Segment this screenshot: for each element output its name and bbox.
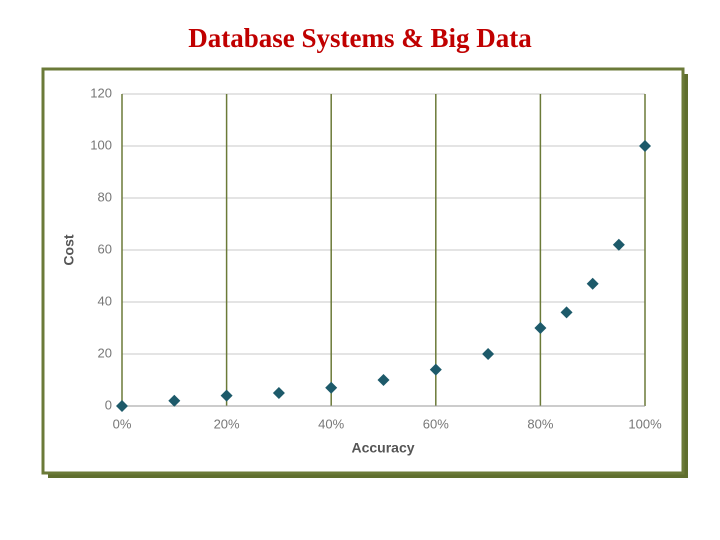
marker [168,394,181,407]
y-tick-label: 100 [90,137,112,152]
y-tick-label: 120 [90,85,112,100]
y-tick-label: 0 [105,397,112,412]
chart-frame [41,67,685,475]
marker [377,374,390,386]
y-axis-title: Cost [61,234,77,265]
marker [612,238,625,251]
marker [534,322,547,334]
x-tick-label: 0% [113,416,132,431]
x-tick-label: 80% [527,416,553,431]
marker [429,363,442,376]
y-tick-label: 40 [98,293,112,308]
x-tick-label: 40% [318,416,344,431]
slide-title: Database Systems & Big Data [188,23,532,53]
marker [116,400,128,412]
x-tick-label: 20% [214,416,240,431]
marker [272,387,285,399]
marker [482,348,495,360]
y-tick-label: 20 [98,345,112,360]
marker [639,140,651,152]
x-axis-title: Accuracy [351,440,414,456]
marker [560,306,573,319]
y-tick-label: 80 [98,189,112,204]
x-tick-label: 100% [628,416,662,431]
y-tick-label: 60 [98,241,112,256]
marker [220,389,233,402]
marker [325,381,338,394]
marker [586,277,599,290]
x-tick-label: 60% [423,416,449,431]
